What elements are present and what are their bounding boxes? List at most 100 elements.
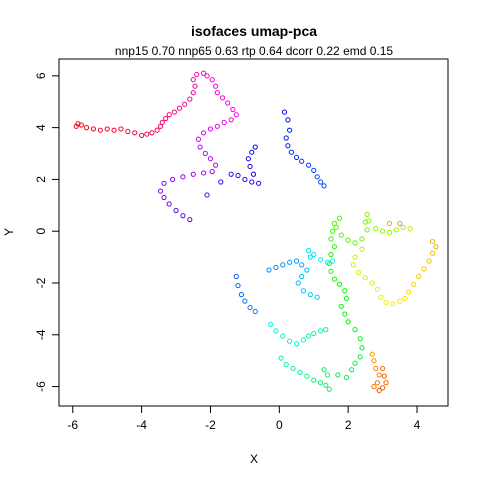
data-point	[233, 273, 239, 280]
data-point	[228, 117, 234, 123]
data-point	[379, 228, 386, 234]
data-point	[330, 228, 336, 234]
data-point	[311, 330, 317, 337]
data-point	[336, 281, 343, 287]
data-point	[357, 354, 363, 360]
data-point	[190, 171, 196, 177]
data-point	[293, 258, 300, 264]
data-point	[323, 382, 329, 388]
data-point	[221, 119, 227, 126]
data-point	[429, 250, 436, 256]
data-point	[331, 276, 337, 282]
data-point	[379, 385, 386, 391]
data-point	[214, 90, 220, 96]
data-point	[157, 188, 164, 194]
data-point	[335, 372, 341, 378]
x-axis-label: X	[250, 452, 258, 466]
y-tick-label: -6	[34, 381, 48, 392]
y-tick-label: 4	[34, 124, 48, 131]
data-point	[161, 194, 167, 201]
y-tick-label: 6	[34, 72, 48, 79]
x-tick-label: 2	[345, 418, 352, 432]
data-point	[307, 292, 313, 298]
data-point	[318, 179, 324, 185]
data-point	[171, 109, 177, 115]
data-point	[331, 244, 337, 250]
data-point	[314, 294, 320, 300]
data-point	[305, 162, 312, 168]
data-point	[364, 211, 370, 217]
data-point	[318, 328, 324, 334]
data-point	[328, 251, 334, 258]
data-point	[281, 109, 288, 115]
data-point	[252, 144, 258, 150]
data-point	[200, 70, 207, 76]
chart-subtitle: nnp15 0.70 nnp65 0.63 rtp 0.64 dcorr 0.2…	[115, 44, 394, 58]
data-point	[376, 372, 382, 378]
data-point	[280, 262, 286, 268]
data-point	[297, 369, 303, 375]
data-point	[416, 273, 422, 280]
data-point	[338, 303, 344, 309]
data-point	[225, 100, 231, 106]
data-point	[374, 286, 381, 293]
data-point	[304, 373, 310, 379]
data-point	[285, 143, 291, 149]
data-point	[321, 183, 327, 189]
data-point	[369, 351, 375, 357]
x-axis: -6 -4 -2 0 2 4	[67, 405, 421, 432]
data-point	[159, 119, 165, 126]
data-point	[342, 288, 348, 294]
data-point	[343, 295, 350, 302]
data-point	[326, 386, 332, 392]
data-point	[293, 154, 300, 161]
data-point	[355, 270, 362, 276]
data-point	[366, 218, 372, 224]
data-point	[249, 149, 255, 155]
data-point	[378, 294, 384, 300]
data-point	[202, 150, 208, 157]
data-point	[321, 367, 327, 373]
data-point	[233, 112, 239, 118]
data-point	[256, 180, 262, 186]
data-point	[318, 380, 324, 386]
data-point	[166, 112, 172, 118]
data-point	[197, 144, 203, 150]
data-point	[311, 251, 317, 258]
data-point	[266, 267, 272, 273]
data-point	[280, 333, 286, 339]
data-point	[287, 259, 293, 265]
data-point	[213, 83, 219, 89]
data-point	[433, 244, 439, 250]
x-tick-label: -2	[205, 418, 216, 432]
data-point	[207, 156, 214, 162]
data-point	[299, 158, 305, 164]
data-point	[383, 299, 389, 306]
data-point	[304, 267, 310, 273]
data-point	[330, 258, 336, 264]
data-point	[249, 179, 255, 185]
data-point	[187, 96, 193, 102]
data-point	[369, 280, 375, 286]
data-point	[283, 135, 289, 141]
plot-area-frame	[58, 58, 449, 407]
data-point	[132, 130, 138, 136]
y-axis: -6 -4 -2 0 2 4 6	[34, 72, 60, 392]
data-point	[90, 126, 97, 132]
data-point	[390, 301, 396, 307]
data-point	[426, 258, 432, 264]
data-point	[343, 374, 350, 381]
data-point	[170, 176, 176, 183]
data-point	[402, 295, 408, 302]
data-point	[405, 289, 412, 295]
data-point	[293, 341, 300, 347]
data-point	[97, 127, 103, 133]
data-point	[125, 128, 131, 135]
data-point	[250, 171, 257, 177]
data-point	[209, 77, 215, 83]
data-point	[305, 333, 312, 339]
data-point	[323, 327, 329, 333]
data-point	[190, 90, 196, 96]
